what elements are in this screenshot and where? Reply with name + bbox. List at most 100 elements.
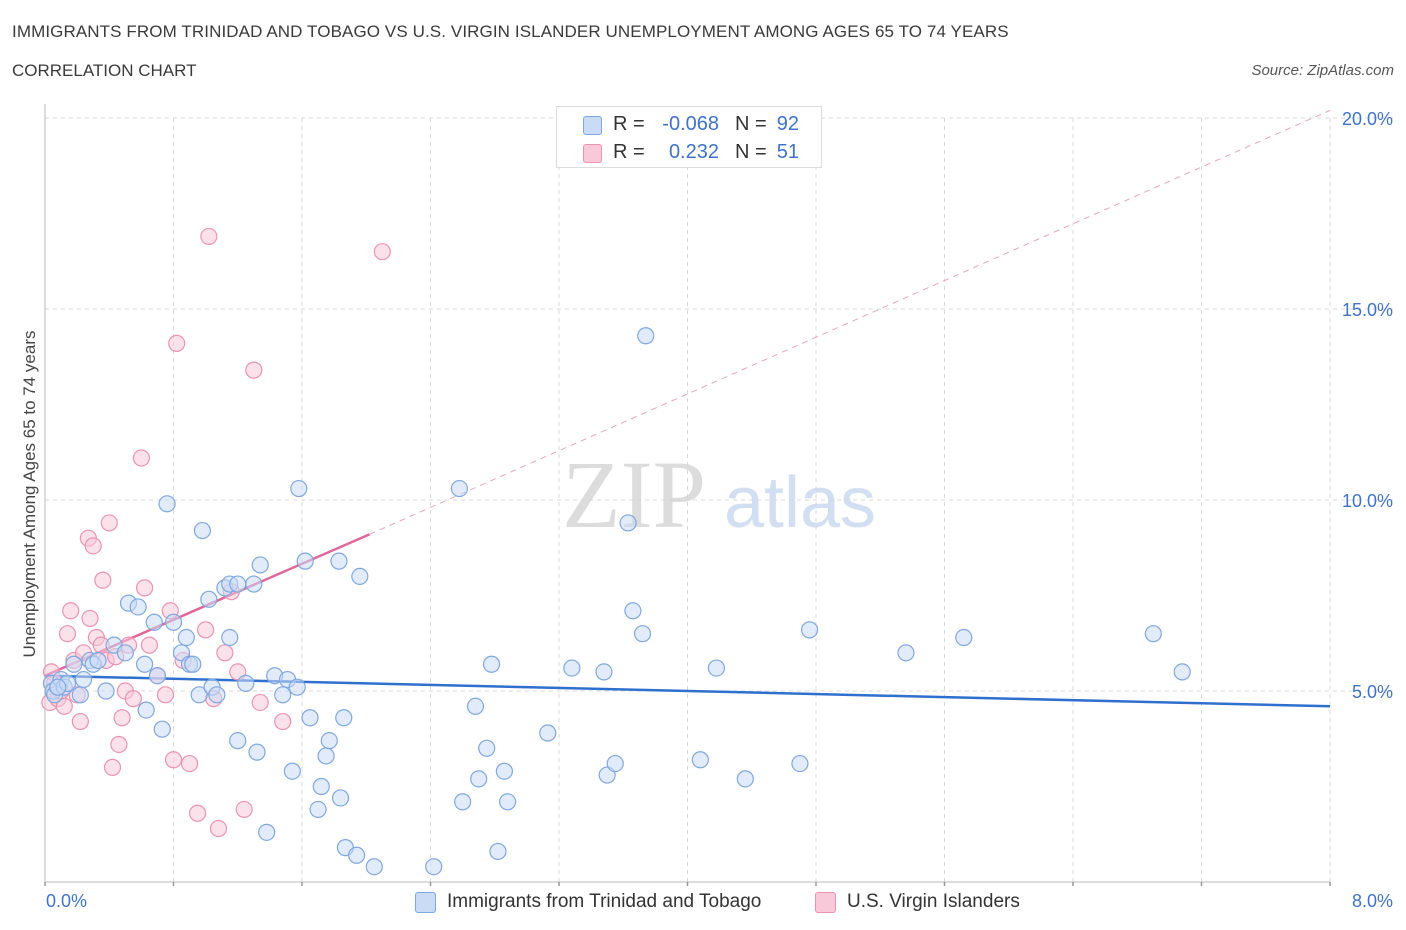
data-point-blue <box>158 495 176 513</box>
data-point-blue <box>251 556 269 574</box>
legend-label: Immigrants from Trinidad and Tobago <box>447 891 762 912</box>
data-point-blue <box>482 655 501 673</box>
data-point-blue <box>274 686 292 704</box>
data-point-blue <box>258 823 276 841</box>
legend-r-label: R = <box>613 113 645 135</box>
data-point-pink <box>113 709 131 727</box>
data-point-blue <box>478 739 496 757</box>
legend-swatch-blue <box>583 116 602 135</box>
data-point-pink <box>164 751 183 769</box>
data-point-pink <box>110 735 128 754</box>
data-point-pink <box>140 636 159 654</box>
chart-title: IMMIGRANTS FROM TRINIDAD AND TOBAGO VS U… <box>12 22 1009 41</box>
data-point-pink <box>135 579 154 597</box>
data-point-blue <box>454 793 472 811</box>
data-point-pink <box>81 609 99 628</box>
legend-row-pink: R = 0.232 N = 51 <box>557 138 821 166</box>
data-point-blue <box>135 655 154 673</box>
data-point-blue <box>148 667 167 685</box>
data-point-pink <box>245 361 263 379</box>
data-point-pink <box>132 449 150 467</box>
data-point-pink <box>55 697 73 715</box>
data-point-blue <box>248 743 266 761</box>
data-point-blue <box>499 793 517 811</box>
data-point-pink <box>84 537 102 555</box>
y-axis-label: Unemployment Among Ages 65 to 74 years <box>20 331 39 658</box>
data-point-pink <box>124 690 142 708</box>
data-point-blue <box>245 575 263 593</box>
data-point-blue <box>153 720 171 738</box>
trend-line-blue <box>44 674 1331 708</box>
data-point-blue <box>283 762 301 780</box>
data-point-blue <box>229 732 247 750</box>
data-point-blue <box>489 842 507 861</box>
data-point-pink <box>94 571 112 589</box>
data-point-blue <box>177 628 195 647</box>
data-point-blue <box>425 858 443 876</box>
data-point-pink <box>58 625 77 643</box>
legend-n-value: 92 <box>776 113 799 135</box>
y-tick-label: 5.0% <box>1352 682 1393 702</box>
x-tick-label-max: 8.0% <box>1352 891 1393 911</box>
data-point-blue <box>145 613 163 631</box>
y-tick-labels: 5.0% 10.0% 15.0% 20.0% <box>1342 109 1393 702</box>
legend-swatch-pink <box>815 892 836 913</box>
data-point-blue <box>691 751 709 769</box>
data-point-blue <box>606 754 624 773</box>
trend-line-pink-extension <box>369 109 1331 535</box>
data-point-blue <box>331 789 350 807</box>
data-point-blue <box>221 628 239 647</box>
axes <box>44 104 1331 886</box>
data-point-blue <box>619 514 637 532</box>
y-tick-label: 15.0% <box>1342 300 1393 320</box>
data-point-blue <box>208 686 226 704</box>
data-point-pink <box>188 804 207 822</box>
grid-lines <box>45 117 1393 882</box>
data-point-pink <box>62 602 80 620</box>
data-point-pink <box>216 644 234 662</box>
data-point-blue <box>466 697 485 715</box>
points-trinidad-tobago <box>42 327 1191 876</box>
data-point-pink <box>180 754 199 773</box>
data-point-blue <box>317 747 335 765</box>
data-point-pink <box>168 334 186 352</box>
data-point-pink <box>235 800 253 819</box>
data-point-blue <box>200 590 218 608</box>
data-point-blue <box>470 770 488 788</box>
data-point-blue <box>637 327 655 345</box>
points-us-virgin-islanders <box>41 227 391 838</box>
legend-label: U.S. Virgin Islanders <box>847 891 1020 912</box>
data-point-blue <box>309 800 327 819</box>
legend-row-blue: R = -0.068 N = 92 <box>557 110 821 138</box>
series-legend: Immigrants from Trinidad and Tobago U.S.… <box>0 888 1406 916</box>
data-point-blue <box>137 701 155 719</box>
data-point-pink <box>209 819 228 838</box>
data-point-pink <box>200 227 218 246</box>
data-point-blue <box>450 479 469 498</box>
watermark-zip: ZIP <box>562 441 706 548</box>
data-point-pink <box>156 686 175 704</box>
legend-r-value: 0.232 <box>668 141 719 163</box>
data-point-blue <box>539 724 557 742</box>
source-label: Source: ZipAtlas.com <box>1251 62 1394 79</box>
data-point-blue <box>633 625 652 643</box>
data-point-pink <box>274 712 292 731</box>
data-point-pink <box>100 514 118 532</box>
legend-r-value: -0.068 <box>662 113 719 135</box>
data-point-blue <box>74 670 93 689</box>
data-point-blue <box>71 686 89 704</box>
y-tick-label: 20.0% <box>1342 109 1393 129</box>
data-point-blue <box>129 598 147 616</box>
data-point-pink <box>251 693 269 712</box>
data-point-blue <box>97 682 115 700</box>
data-point-blue <box>190 686 208 704</box>
data-point-blue <box>495 762 513 780</box>
data-point-blue <box>229 575 247 593</box>
data-point-blue <box>296 552 314 570</box>
data-point-blue <box>1144 625 1162 643</box>
data-point-pink <box>373 243 391 261</box>
data-point-blue <box>184 655 202 673</box>
legend-r-label: R = <box>613 141 645 163</box>
data-point-blue <box>707 659 726 677</box>
legend-swatch-blue <box>415 892 436 913</box>
